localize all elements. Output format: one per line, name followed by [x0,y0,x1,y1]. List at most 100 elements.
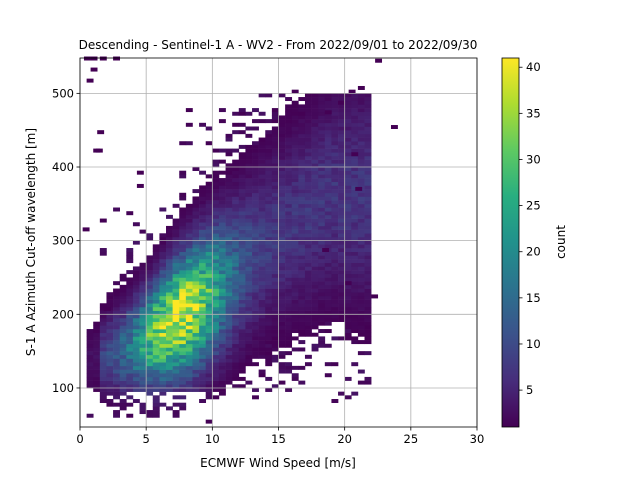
heatmap-cell [357,369,365,374]
heatmap-cell [331,192,339,197]
heatmap-cell [324,299,332,304]
y-axis-label: S-1 A Azimuth Cut-off wavelength [m] [24,128,38,356]
heatmap-cell [265,362,273,367]
heatmap-cell [99,325,107,330]
heatmap-cell [285,314,293,319]
heatmap-cell [324,292,332,297]
heatmap-cell [271,354,279,359]
heatmap-cell [278,130,286,135]
heatmap-cell [185,373,193,378]
heatmap-cell-outlier [97,130,105,135]
heatmap-cell [252,159,259,164]
heatmap-cell [252,354,259,359]
heatmap-cell [298,189,306,194]
heatmap-cell [185,218,193,223]
heatmap-cell [132,376,140,381]
heatmap-cell [232,225,240,230]
heatmap-cell [311,255,319,260]
heatmap-cell [344,306,352,311]
heatmap-cell [285,343,293,348]
heatmap-cell [338,225,345,230]
heatmap-cell [179,347,187,352]
heatmap-cell [93,387,101,392]
heatmap-cell [159,240,167,245]
heatmap-cell [258,163,266,168]
heatmap-cell [331,104,339,109]
heatmap-cell [119,362,127,367]
heatmap-cell [357,159,365,164]
heatmap-cell [185,262,193,267]
heatmap-cell [258,225,266,230]
heatmap-cell [331,244,339,249]
heatmap-cell [159,325,167,330]
heatmap-cell [159,391,167,396]
heatmap-cell [212,181,220,186]
heatmap-cell [344,122,352,127]
heatmap-cell [364,170,372,175]
heatmap-cell [185,236,193,241]
heatmap-cell [205,317,213,322]
heatmap-cell [338,111,345,116]
heatmap-cell [344,277,352,282]
heatmap-cell [311,343,319,348]
heatmap-cell [199,373,207,378]
heatmap-cell [258,203,266,208]
heatmap-cell [218,369,226,374]
heatmap-cell [258,255,266,260]
heatmap-cell [113,391,120,396]
heatmap-cell [291,211,299,216]
heatmap-cell [113,310,120,315]
heatmap-cell [172,244,180,249]
heatmap-cell [364,295,372,300]
heatmap-cell [192,218,200,223]
heatmap-cell [218,192,226,197]
heatmap-cell [258,332,266,337]
heatmap-cell [278,303,286,308]
heatmap-cell [86,347,94,352]
heatmap-cell [331,100,339,105]
heatmap-cell [344,137,352,142]
heatmap-cell [351,266,359,271]
y-tick-label: 400 [52,160,74,174]
heatmap-cell [172,284,180,289]
heatmap-cell [119,303,127,308]
heatmap-cell [338,303,345,308]
heatmap-cell [212,196,220,201]
heatmap-cell [298,181,306,186]
heatmap-cell [192,225,200,230]
heatmap-cell [364,277,372,282]
heatmap-cell [172,259,180,264]
heatmap-cell [357,111,365,116]
heatmap-cell [318,277,326,282]
heatmap-cell [291,299,299,304]
heatmap-cell [252,387,259,392]
heatmap-cell [338,108,345,113]
heatmap-cell [199,325,207,330]
heatmap-cell [291,270,299,275]
heatmap-cell [119,284,127,289]
heatmap-cell [311,306,319,311]
heatmap-cell [218,170,226,175]
heatmap-cell [324,185,332,190]
heatmap-cell [232,273,240,278]
x-tick-label: 15 [271,432,286,446]
heatmap-cell [331,248,339,253]
heatmap-cell [166,387,173,392]
heatmap-cell [265,340,273,345]
heatmap-cell [132,373,140,378]
heatmap-cell [179,196,187,201]
heatmap-cell [338,141,345,146]
heatmap-cell [298,317,306,322]
heatmap-cell [318,174,326,179]
heatmap-cell [364,167,372,171]
heatmap-cell [357,100,365,105]
heatmap-cell [185,295,193,300]
heatmap-cell [172,395,180,400]
heatmap-cell [271,262,279,267]
heatmap-cell [245,303,253,308]
heatmap-cell [172,325,180,330]
heatmap-cell [166,362,173,367]
heatmap-cell [265,321,273,326]
heatmap-cell [93,362,101,367]
heatmap-cell [357,244,365,249]
